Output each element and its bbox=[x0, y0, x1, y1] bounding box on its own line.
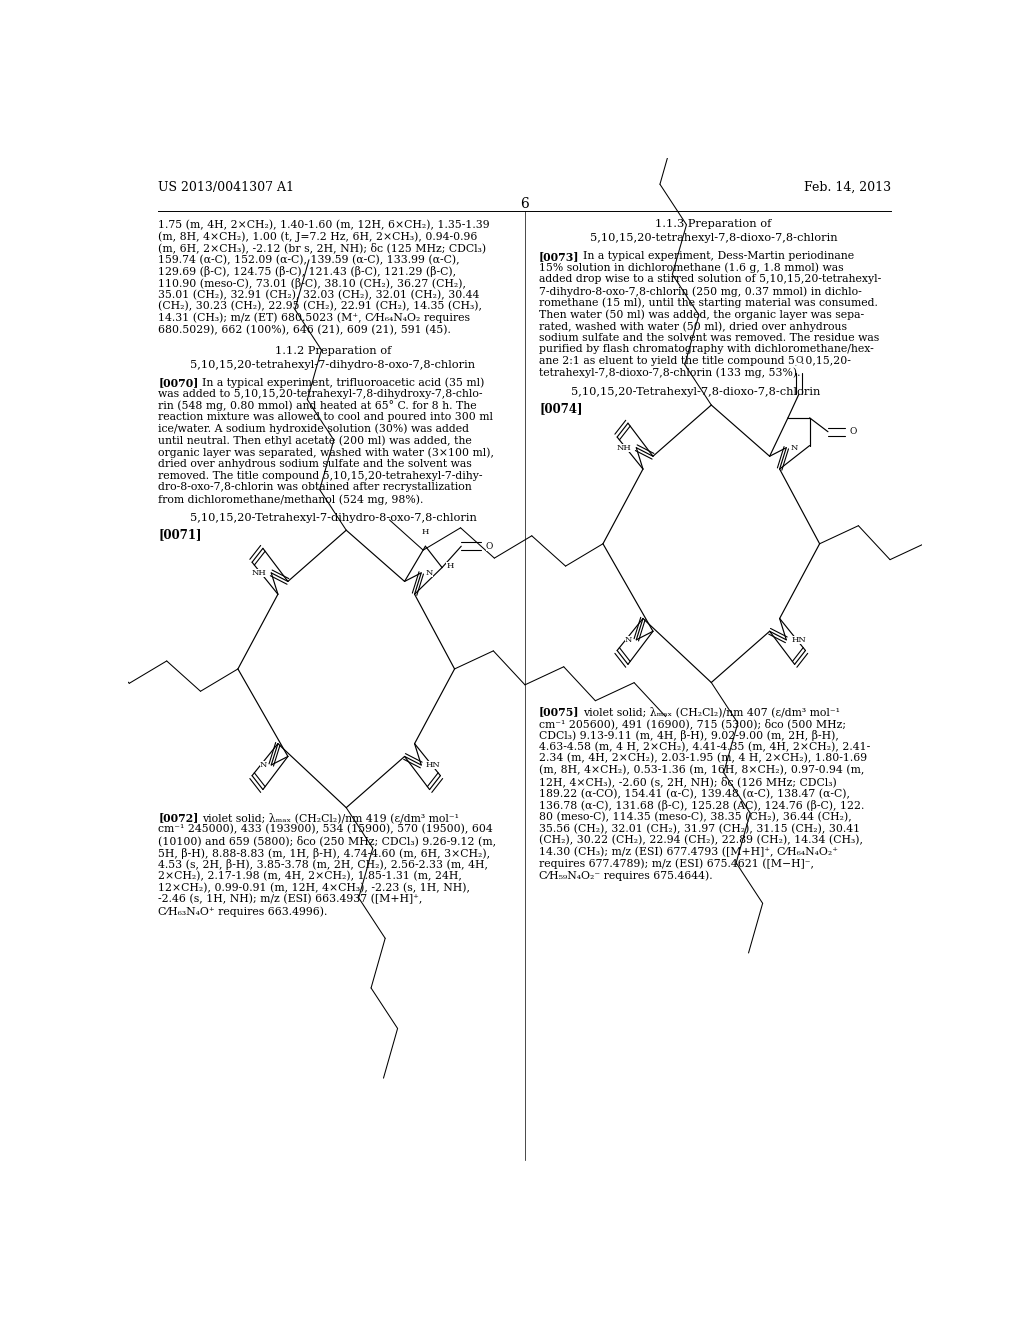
Text: [0072]: [0072] bbox=[158, 813, 199, 824]
Text: C⁄H₅₉N₄O₂⁻ requires 675.4644).: C⁄H₅₉N₄O₂⁻ requires 675.4644). bbox=[539, 870, 713, 880]
Text: H: H bbox=[422, 528, 429, 536]
Text: (m, 6H, 2×CH₃), -2.12 (br s, 2H, NH); δᴄ (125 MHz; CDCl₃): (m, 6H, 2×CH₃), -2.12 (br s, 2H, NH); δᴄ… bbox=[158, 243, 486, 253]
Text: cm⁻¹ 205600), 491 (16900), 715 (5300); δᴄᴏ (500 MHz;: cm⁻¹ 205600), 491 (16900), 715 (5300); δ… bbox=[539, 718, 846, 729]
Text: ice/water. A sodium hydroxide solution (30%) was added: ice/water. A sodium hydroxide solution (… bbox=[158, 424, 469, 434]
Text: 14.30 (CH₃); m/z (ESI) 677.4793 ([M+H]⁺, C⁄H₆₄N₄O₂⁺: 14.30 (CH₃); m/z (ESI) 677.4793 ([M+H]⁺,… bbox=[539, 847, 838, 857]
Text: -2.46 (s, 1H, NH); m/z (ESI) 663.4937 ([M+H]⁺,: -2.46 (s, 1H, NH); m/z (ESI) 663.4937 ([… bbox=[158, 895, 423, 904]
Text: cm⁻¹ 245000), 433 (193900), 534 (15900), 570 (19500), 604: cm⁻¹ 245000), 433 (193900), 534 (15900),… bbox=[158, 824, 493, 834]
Text: 15% solution in dichloromethane (1.6 g, 1.8 mmol) was: 15% solution in dichloromethane (1.6 g, … bbox=[539, 263, 844, 273]
Text: 6: 6 bbox=[520, 197, 529, 211]
Text: (CH₂), 30.22 (CH₂), 22.94 (CH₂), 22.89 (CH₂), 14.34 (CH₃),: (CH₂), 30.22 (CH₂), 22.94 (CH₂), 22.89 (… bbox=[539, 836, 863, 846]
Text: 35.56 (CH₂), 32.01 (CH₂), 31.97 (CH₂), 31.15 (CH₂), 30.41: 35.56 (CH₂), 32.01 (CH₂), 31.97 (CH₂), 3… bbox=[539, 824, 860, 834]
Text: N: N bbox=[425, 569, 432, 577]
Text: tetrahexyl-7,8-dioxo-7,8-chlorin (133 mg, 53%).: tetrahexyl-7,8-dioxo-7,8-chlorin (133 mg… bbox=[539, 368, 801, 379]
Text: In a typical experiment, trifluoroacetic acid (35 ml): In a typical experiment, trifluoroacetic… bbox=[202, 378, 484, 388]
Text: rin (548 mg, 0.80 mmol) and heated at 65° C. for 8 h. The: rin (548 mg, 0.80 mmol) and heated at 65… bbox=[158, 400, 477, 412]
Text: 5,10,15,20-Tetrahexyl-7-dihydro-8-oxo-7,8-chlorin: 5,10,15,20-Tetrahexyl-7-dihydro-8-oxo-7,… bbox=[189, 512, 477, 523]
Text: romethane (15 ml), until the starting material was consumed.: romethane (15 ml), until the starting ma… bbox=[539, 298, 878, 309]
Text: until neutral. Then ethyl acetate (200 ml) was added, the: until neutral. Then ethyl acetate (200 m… bbox=[158, 436, 472, 446]
Text: [0071]: [0071] bbox=[158, 528, 202, 541]
Text: violet solid; λₘₐₓ (CH₂Cl₂)/nm 407 (ε/dm³ mol⁻¹: violet solid; λₘₐₓ (CH₂Cl₂)/nm 407 (ε/dm… bbox=[583, 706, 840, 717]
Text: requires 677.4789); m/z (ESI) 675.4621 ([M−H]⁻,: requires 677.4789); m/z (ESI) 675.4621 (… bbox=[539, 858, 814, 869]
Text: CDCl₃) 9.13-9.11 (m, 4H, β-H), 9.02-9.00 (m, 2H, β-H),: CDCl₃) 9.13-9.11 (m, 4H, β-H), 9.02-9.00… bbox=[539, 730, 839, 741]
Text: O: O bbox=[849, 428, 857, 436]
Text: 12H, 4×CH₃), -2.60 (s, 2H, NH); δᴄ (126 MHz; CDCl₃): 12H, 4×CH₃), -2.60 (s, 2H, NH); δᴄ (126 … bbox=[539, 776, 837, 788]
Text: HN: HN bbox=[426, 762, 440, 770]
Text: 110.90 (meso-C), 73.01 (β-C), 38.10 (CH₂), 36.27 (CH₂),: 110.90 (meso-C), 73.01 (β-C), 38.10 (CH₂… bbox=[158, 277, 466, 289]
Text: dried over anhydrous sodium sulfate and the solvent was: dried over anhydrous sodium sulfate and … bbox=[158, 459, 472, 469]
Text: Feb. 14, 2013: Feb. 14, 2013 bbox=[804, 181, 892, 194]
Text: 35.01 (CH₂), 32.91 (CH₂), 32.03 (CH₂), 32.01 (CH₂), 30.44: 35.01 (CH₂), 32.91 (CH₂), 32.03 (CH₂), 3… bbox=[158, 289, 479, 300]
Text: NH: NH bbox=[252, 569, 266, 577]
Text: 7-dihydro-8-oxo-7,8-chlorin (250 mg, 0.37 mmol) in dichlo-: 7-dihydro-8-oxo-7,8-chlorin (250 mg, 0.3… bbox=[539, 286, 862, 297]
Text: 80 (meso-C), 114.35 (meso-C), 38.35 (CH₂), 36.44 (CH₂),: 80 (meso-C), 114.35 (meso-C), 38.35 (CH₂… bbox=[539, 812, 852, 822]
Text: O: O bbox=[795, 356, 803, 364]
Text: organic layer was separated, washed with water (3×100 ml),: organic layer was separated, washed with… bbox=[158, 447, 495, 458]
Text: N: N bbox=[625, 636, 633, 644]
Text: 12×CH₂), 0.99-0.91 (m, 12H, 4×CH₃), -2.23 (s, 1H, NH),: 12×CH₂), 0.99-0.91 (m, 12H, 4×CH₃), -2.2… bbox=[158, 883, 470, 892]
Text: 159.74 (α-C), 152.09 (α-C), 139.59 (α-C), 133.99 (α-C),: 159.74 (α-C), 152.09 (α-C), 139.59 (α-C)… bbox=[158, 255, 460, 265]
Text: removed. The title compound 5,10,15,20-tetrahexyl-7-dihy-: removed. The title compound 5,10,15,20-t… bbox=[158, 471, 482, 480]
Text: dro-8-oxo-7,8-chlorin was obtained after recrystallization: dro-8-oxo-7,8-chlorin was obtained after… bbox=[158, 482, 472, 492]
Text: H: H bbox=[446, 562, 454, 570]
Text: sodium sulfate and the solvent was removed. The residue was: sodium sulfate and the solvent was remov… bbox=[539, 333, 880, 343]
Text: [0070]: [0070] bbox=[158, 378, 199, 388]
Text: NH: NH bbox=[616, 444, 632, 451]
Text: C⁄H₆₃N₄O⁺ requires 663.4996).: C⁄H₆₃N₄O⁺ requires 663.4996). bbox=[158, 906, 328, 916]
Text: In a typical experiment, Dess-Martin periodinane: In a typical experiment, Dess-Martin per… bbox=[583, 251, 854, 261]
Text: violet solid; λₘₐₓ (CH₂Cl₂)/nm 419 (ε/dm³ mol⁻¹: violet solid; λₘₐₓ (CH₂Cl₂)/nm 419 (ε/dm… bbox=[202, 813, 459, 824]
Text: 136.78 (α-C), 131.68 (β-C), 125.28 (AC), 124.76 (β-C), 122.: 136.78 (α-C), 131.68 (β-C), 125.28 (AC),… bbox=[539, 800, 864, 810]
Text: 4.63-4.58 (m, 4 H, 2×CH₂), 4.41-4.35 (m, 4H, 2×CH₂), 2.41-: 4.63-4.58 (m, 4 H, 2×CH₂), 4.41-4.35 (m,… bbox=[539, 742, 870, 752]
Text: reaction mixture was allowed to cool and poured into 300 ml: reaction mixture was allowed to cool and… bbox=[158, 412, 494, 422]
Text: US 2013/0041307 A1: US 2013/0041307 A1 bbox=[158, 181, 294, 194]
Text: 14.31 (CH₃); m/z (ET) 680.5023 (M⁺, C⁄H₆₄N₄O₂ requires: 14.31 (CH₃); m/z (ET) 680.5023 (M⁺, C⁄H₆… bbox=[158, 313, 470, 323]
Text: 129.69 (β-C), 124.75 (β-C), 121.43 (β-C), 121.29 (β-C),: 129.69 (β-C), 124.75 (β-C), 121.43 (β-C)… bbox=[158, 267, 457, 277]
Text: [0075]: [0075] bbox=[539, 706, 580, 718]
Text: 2×CH₂), 2.17-1.98 (m, 4H, 2×CH₂), 1.85-1.31 (m, 24H,: 2×CH₂), 2.17-1.98 (m, 4H, 2×CH₂), 1.85-1… bbox=[158, 871, 462, 882]
Text: 4.53 (s, 2H, β-H), 3.85-3.78 (m, 2H, CH₂), 2.56-2.33 (m, 4H,: 4.53 (s, 2H, β-H), 3.85-3.78 (m, 2H, CH₂… bbox=[158, 859, 488, 870]
Text: [0074]: [0074] bbox=[539, 401, 583, 414]
Text: was added to 5,10,15,20-tetrahexyl-7,8-dihydroxy-7,8-chlo-: was added to 5,10,15,20-tetrahexyl-7,8-d… bbox=[158, 389, 482, 399]
Text: HN: HN bbox=[792, 636, 806, 644]
Text: (CH₂), 30.23 (CH₂), 22.95 (CH₂), 22.91 (CH₂), 14.35 (CH₃),: (CH₂), 30.23 (CH₂), 22.95 (CH₂), 22.91 (… bbox=[158, 301, 482, 312]
Text: 1.1.2 Preparation of: 1.1.2 Preparation of bbox=[274, 346, 391, 355]
Text: 1.1.3 Preparation of: 1.1.3 Preparation of bbox=[655, 219, 772, 230]
Text: 2.34 (m, 4H, 2×CH₂), 2.03-1.95 (m, 4 H, 2×CH₂), 1.80-1.69: 2.34 (m, 4H, 2×CH₂), 2.03-1.95 (m, 4 H, … bbox=[539, 754, 867, 764]
Text: (10100) and 659 (5800); δᴄᴏ (250 MHz; CDCl₃) 9.26-9.12 (m,: (10100) and 659 (5800); δᴄᴏ (250 MHz; CD… bbox=[158, 836, 497, 846]
Text: ane 2:1 as eluent to yield the title compound 5,10,15,20-: ane 2:1 as eluent to yield the title com… bbox=[539, 356, 851, 366]
Text: O: O bbox=[486, 541, 494, 550]
Text: rated, washed with water (50 ml), dried over anhydrous: rated, washed with water (50 ml), dried … bbox=[539, 321, 847, 331]
Text: 680.5029), 662 (100%), 646 (21), 609 (21), 591 (45).: 680.5029), 662 (100%), 646 (21), 609 (21… bbox=[158, 325, 451, 335]
Text: N: N bbox=[791, 444, 798, 451]
Text: purified by flash chromatography with dichloromethane/hex-: purified by flash chromatography with di… bbox=[539, 345, 873, 355]
Text: (m, 8H, 4×CH₂), 0.53-1.36 (m, 16H, 8×CH₂), 0.97-0.94 (m,: (m, 8H, 4×CH₂), 0.53-1.36 (m, 16H, 8×CH₂… bbox=[539, 766, 864, 775]
Text: 5H, β-H), 8.88-8.83 (m, 1H, β-H), 4.74-4.60 (m, 6H, 3×CH₂),: 5H, β-H), 8.88-8.83 (m, 1H, β-H), 4.74-4… bbox=[158, 847, 490, 858]
Text: [0073]: [0073] bbox=[539, 251, 580, 261]
Text: N: N bbox=[260, 762, 267, 770]
Text: 5,10,15,20-tetrahexyl-7,8-dioxo-7,8-chlorin: 5,10,15,20-tetrahexyl-7,8-dioxo-7,8-chlo… bbox=[590, 234, 838, 243]
Text: (m, 8H, 4×CH₂), 1.00 (t, J=7.2 Hz, 6H, 2×CH₃), 0.94-0.96: (m, 8H, 4×CH₂), 1.00 (t, J=7.2 Hz, 6H, 2… bbox=[158, 231, 477, 242]
Text: Then water (50 ml) was added, the organic layer was sepa-: Then water (50 ml) was added, the organi… bbox=[539, 309, 864, 319]
Text: from dichloromethane/methanol (524 mg, 98%).: from dichloromethane/methanol (524 mg, 9… bbox=[158, 494, 424, 504]
Text: added drop wise to a stirred solution of 5,10,15,20-tetrahexyl-: added drop wise to a stirred solution of… bbox=[539, 275, 882, 284]
Text: 5,10,15,20-tetrahexyl-7-dihydro-8-oxo-7,8-chlorin: 5,10,15,20-tetrahexyl-7-dihydro-8-oxo-7,… bbox=[190, 359, 475, 370]
Text: 5,10,15,20-Tetrahexyl-7,8-dioxo-7,8-chlorin: 5,10,15,20-Tetrahexyl-7,8-dioxo-7,8-chlo… bbox=[570, 387, 820, 396]
Text: 189.22 (α-CO), 154.41 (α-C), 139.48 (α-C), 138.47 (α-C),: 189.22 (α-CO), 154.41 (α-C), 139.48 (α-C… bbox=[539, 788, 850, 799]
Text: 1.75 (m, 4H, 2×CH₂), 1.40-1.60 (m, 12H, 6×CH₂), 1.35-1.39: 1.75 (m, 4H, 2×CH₂), 1.40-1.60 (m, 12H, … bbox=[158, 219, 489, 230]
